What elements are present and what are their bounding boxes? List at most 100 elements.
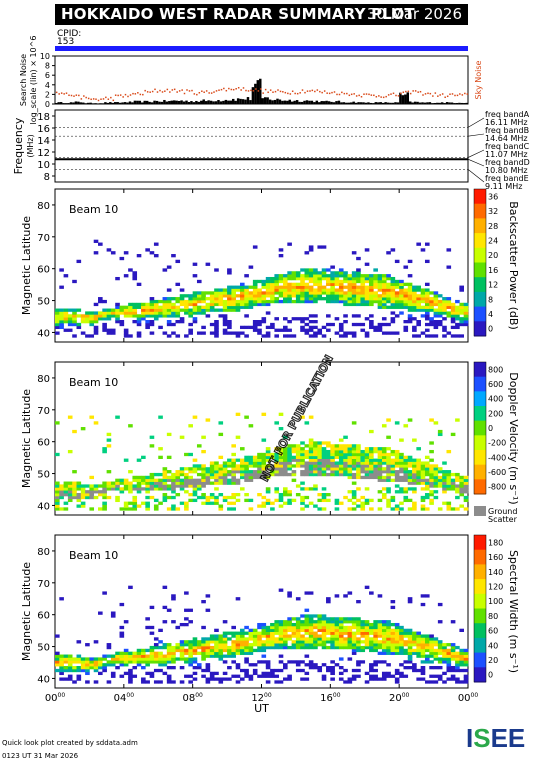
search-noise-bar [239,98,242,104]
colorbar-tick-label: 24 [488,236,498,245]
search-noise-bar [448,102,451,104]
search-noise-bar [121,102,124,104]
freq-band-value: 14.64 MHz [485,134,528,143]
sky-noise-point [323,90,326,92]
sky-noise-point [225,89,228,92]
sky-noise-point [441,93,444,95]
search-noise-bar [458,102,461,104]
search-noise-bar [79,102,83,104]
search-noise-bar [217,99,220,104]
sky-noise-point [112,99,115,102]
sky-noise-point [407,90,410,93]
colorbar-swatch [474,608,486,624]
sky-noise-point [400,92,402,95]
colorbar-tick-label: 40 [488,641,498,650]
lat-tick-label: 40 [37,674,50,685]
sky-noise-point [338,93,341,96]
colorbar-swatch [474,406,486,422]
search-noise-bar [345,102,348,104]
sky-noise-point [355,95,358,97]
search-noise-bar [143,100,146,104]
colorbar-swatch [474,579,486,595]
sky-noise-point [245,89,247,92]
search-noise-bar [224,99,228,104]
sky-noise-point [461,94,464,96]
search-noise-bar [374,102,378,104]
sky-noise-point [215,90,218,92]
freq-band-connector [467,169,485,183]
time-tick-label: 0000 [45,692,66,704]
search-noise-bar [359,102,363,104]
cpid-bar [55,46,468,51]
colorbar-tick-label: 36 [488,192,498,201]
sky-noise-point [365,93,368,95]
search-noise-bar [453,103,456,104]
sky-noise-point [260,88,262,90]
sky-noise-point [220,88,223,91]
search-noise-bar [288,99,291,104]
sky-noise-point [213,91,215,93]
sky-noise-point [296,92,299,95]
sky-noise-point [368,93,370,96]
search-noise-bar [465,102,468,104]
search-noise-bar [214,101,218,104]
sky-noise-point [247,90,250,92]
sky-noise-point [378,95,380,97]
sky-noise-point [350,93,353,96]
search-noise-bar [443,103,446,104]
sky-noise-legend: Sky Noise [474,60,483,99]
sky-noise-point [156,91,159,93]
search-noise-bar [118,102,122,104]
search-noise-bar [232,98,235,104]
search-noise-bar [116,102,119,104]
search-noise-bar [411,102,414,104]
search-noise-bar [276,98,279,104]
sky-noise-point [60,92,63,94]
sky-noise-point [122,96,124,98]
search-noise-bar [234,100,237,104]
colorbar-tick-label: 28 [488,222,498,231]
sky-noise-point [405,90,407,93]
search-noise-bar [59,102,63,104]
search-noise-bar [104,102,107,104]
colorbar-swatch [474,564,486,580]
search-noise-bar [86,102,90,104]
search-noise-bar [332,102,336,104]
search-noise-bar [244,99,247,104]
sky-noise-point [422,94,424,96]
sky-noise-point [134,93,137,95]
sky-noise-point [287,92,289,95]
search-noise-bar [200,100,203,104]
search-noise-bar [212,101,215,104]
colorbar-tick-label: 32 [488,207,498,216]
sky-noise-point [159,89,161,92]
colorbar-swatch [474,203,486,219]
search-noise-bar [77,101,80,104]
colorbar-tick-label: 20 [488,251,498,260]
search-noise-bar [404,94,407,104]
search-noise-bar [293,100,296,104]
search-noise-bar [369,102,373,104]
sky-noise-point [70,94,73,97]
colorbar-tick-label: 120 [488,582,503,591]
search-noise-bar [91,103,95,104]
sky-noise-point [304,91,306,94]
sky-noise-point [191,89,193,92]
beam-label: Beam 10 [69,549,118,562]
colorbar-tick-label: 12 [488,281,498,290]
search-noise-bar [62,103,65,104]
sky-noise-point [90,98,92,101]
sky-noise-point [262,92,264,94]
noise-tick-label: 2 [45,90,50,99]
sky-noise-point [139,93,142,96]
freq-ylabel: Frequency [12,117,25,174]
search-noise-bar [209,100,213,104]
colorbar-swatch [474,420,486,436]
sky-noise-point [68,94,70,97]
sky-noise-point [87,97,90,100]
sky-noise-point [203,91,205,94]
sky-noise-point [124,93,127,96]
search-noise-bar [286,100,289,104]
freq-band-label: freq bandE [485,174,529,183]
ground-scatter-swatch [474,506,486,516]
